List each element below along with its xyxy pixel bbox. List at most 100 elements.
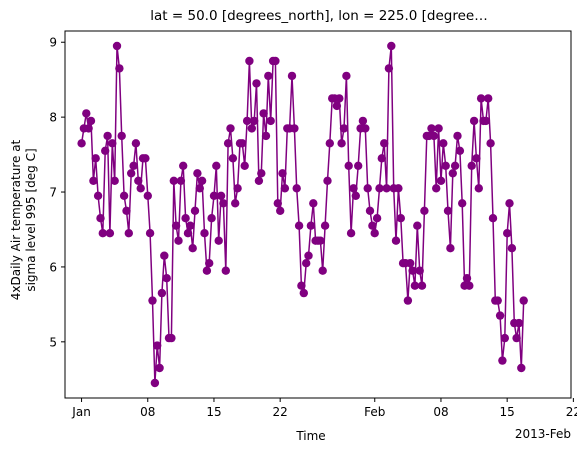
y-axis-label: 4xDaily Air temperature at sigma level 9… <box>9 139 38 300</box>
data-point <box>245 56 254 66</box>
data-point <box>410 281 420 290</box>
data-point <box>216 191 226 200</box>
data-point <box>427 124 436 133</box>
data-point <box>155 363 164 373</box>
data-point <box>108 139 117 148</box>
x-tick-label: 15 <box>500 405 515 419</box>
data-point <box>387 41 396 51</box>
data-point <box>98 229 108 238</box>
data-point <box>259 109 268 118</box>
data-point <box>488 214 498 223</box>
data-point <box>325 139 334 148</box>
y-axis-label-line-1: 4xDaily Air temperature at <box>9 139 23 300</box>
data-point <box>127 169 136 178</box>
data-point <box>257 169 266 178</box>
data-point <box>86 116 96 126</box>
data-point <box>117 131 126 141</box>
data-point <box>441 161 450 170</box>
data-point <box>188 244 197 253</box>
y-tick-label: 7 <box>49 186 57 200</box>
x-tick-label: 22 <box>566 405 577 419</box>
data-point <box>197 176 207 185</box>
data-point <box>443 206 453 215</box>
data-point <box>514 318 524 328</box>
data-point <box>396 214 405 223</box>
data-point <box>261 131 271 141</box>
data-point <box>112 41 122 51</box>
data-point <box>462 274 472 283</box>
data-point <box>209 191 219 200</box>
data-point <box>505 199 514 208</box>
data-point <box>219 199 228 208</box>
data-point <box>226 124 235 133</box>
data-point <box>101 146 110 155</box>
data-point <box>252 79 261 88</box>
data-point <box>413 221 422 230</box>
data-point <box>136 184 145 193</box>
chart-title: lat = 50.0 [degrees_north], lon = 225.0 … <box>150 8 487 24</box>
data-point <box>465 281 474 290</box>
data-point <box>273 199 282 208</box>
data-point <box>212 161 221 170</box>
data-point <box>318 266 327 275</box>
data-point <box>276 206 285 215</box>
data-point <box>105 229 115 238</box>
data-point <box>228 154 238 163</box>
data-point <box>214 236 223 245</box>
data-point <box>406 259 415 268</box>
data-point <box>195 184 204 193</box>
data-point <box>512 333 521 343</box>
data-point <box>476 94 486 103</box>
data-point <box>84 124 93 133</box>
plot-area <box>77 41 528 388</box>
data-point <box>221 266 230 275</box>
x-tick-label: Jan <box>71 405 91 419</box>
data-point <box>207 214 216 223</box>
data-point <box>346 229 356 238</box>
data-point <box>394 184 403 193</box>
data-point <box>150 378 160 388</box>
data-point <box>290 124 299 133</box>
data-point <box>500 333 509 343</box>
data-point <box>287 71 297 81</box>
data-point <box>455 146 465 155</box>
data-point <box>103 131 112 141</box>
data-point <box>110 176 119 185</box>
data-point <box>337 139 346 148</box>
data-point <box>82 109 91 118</box>
data-point <box>77 139 86 148</box>
data-point <box>436 176 446 185</box>
data-point <box>472 154 481 163</box>
axis-ticks: Jan 08 15 22 Feb 08 15 22 5 6 7 8 9 <box>49 36 577 419</box>
x-axis-label: Time <box>295 429 325 443</box>
data-point <box>119 191 129 200</box>
data-point <box>467 161 476 170</box>
data-point <box>200 229 209 238</box>
data-point <box>174 236 183 245</box>
data-point <box>190 206 200 215</box>
data-point <box>519 296 528 305</box>
data-point <box>484 94 493 103</box>
data-point <box>439 139 448 148</box>
data-point <box>247 124 256 133</box>
data-point <box>183 229 193 238</box>
data-point <box>358 116 368 126</box>
data-point <box>181 214 190 223</box>
y-tick-label: 9 <box>49 36 57 50</box>
data-point <box>231 199 240 208</box>
data-point <box>96 214 105 223</box>
data-point <box>238 139 247 148</box>
data-point <box>271 56 280 66</box>
data-point <box>129 161 138 170</box>
x-tick-label: Feb <box>364 405 385 419</box>
data-point <box>380 139 389 148</box>
data-point <box>223 139 233 148</box>
data-point <box>493 296 502 305</box>
data-point <box>495 311 505 320</box>
y-tick-label: 6 <box>49 260 57 274</box>
x-tick-label: 08 <box>140 405 155 419</box>
data-point <box>323 176 332 185</box>
data-point <box>434 124 443 133</box>
data-point <box>335 94 344 103</box>
x-tick-label: 15 <box>206 405 221 419</box>
